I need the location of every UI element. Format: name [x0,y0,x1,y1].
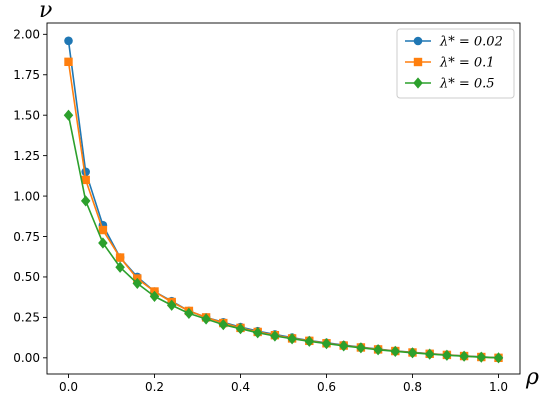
data-point [201,313,211,325]
y-tick-label: 2.00 [13,28,40,42]
x-tick-label: 0.4 [231,380,250,394]
legend-marker [413,77,423,89]
data-point [424,348,435,360]
data-point [459,350,469,362]
data-point [132,277,143,290]
data-point [287,333,297,345]
y-tick-label: 0.00 [13,351,40,365]
data-point [270,330,280,342]
legend-label: λ* = 0.1 [439,56,495,71]
data-point [390,345,401,357]
legend-box [396,28,515,99]
legend-entry: λ* = 0.5 [405,77,495,92]
data-point [493,352,504,364]
data-point [149,290,160,302]
plot-area [63,36,504,364]
y-tick-label: 1.00 [13,189,40,203]
data-point [166,299,177,311]
series-3 [63,109,504,364]
data-point [218,319,229,331]
data-point [356,342,366,354]
series-line [67,115,499,359]
data-point [63,109,74,121]
y-axis-label: ν [39,0,52,23]
data-point [64,57,73,67]
data-point [442,349,452,361]
x-tick-label: 0.0 [59,380,78,394]
y-tick-label: 1.50 [13,108,40,122]
data-point [80,195,91,207]
data-point [235,323,246,335]
x-tick-label: 1.0 [489,380,508,394]
legend-entry: λ* = 0.1 [405,56,495,71]
data-point [98,225,108,235]
legend: λ* = 0.02 λ* = 0.1 λ* = 0.5 [396,28,515,99]
data-point [321,337,332,350]
y-tick-label: 0.75 [13,230,40,244]
legend-marker [413,36,423,46]
data-point [115,253,125,262]
data-point [338,340,349,352]
x-tick-label: 0.2 [145,380,164,394]
data-point [81,175,90,185]
y-tick-label: 0.25 [13,311,40,325]
plot-frame [46,22,521,375]
data-point [115,261,125,273]
data-point [476,351,487,363]
y-tick-label: 1.25 [13,149,40,163]
x-tick-label: 0.8 [403,380,422,394]
data-point [252,327,263,339]
data-point [98,237,108,249]
series-2 [64,57,503,363]
y-tick-label: 1.75 [13,68,40,82]
axes: 0.0 0.2 0.4 0.6 0.8 1.0 0.00 0.25 0.50 0.75 1.00 1.… [13,0,539,394]
data-point [373,344,383,356]
data-point [407,347,418,359]
series-line [67,61,499,359]
legend-entry: λ* = 0.02 [405,35,503,50]
legend-marker [413,57,423,67]
legend-label: λ* = 0.02 [439,35,503,50]
data-point [184,307,194,319]
x-tick-label: 0.6 [317,380,336,394]
legend-label: λ* = 0.5 [439,77,495,92]
data-point [304,335,315,347]
x-axis-label: ρ [525,365,539,390]
data-point [64,36,73,46]
y-tick-label: 0.50 [13,270,40,284]
